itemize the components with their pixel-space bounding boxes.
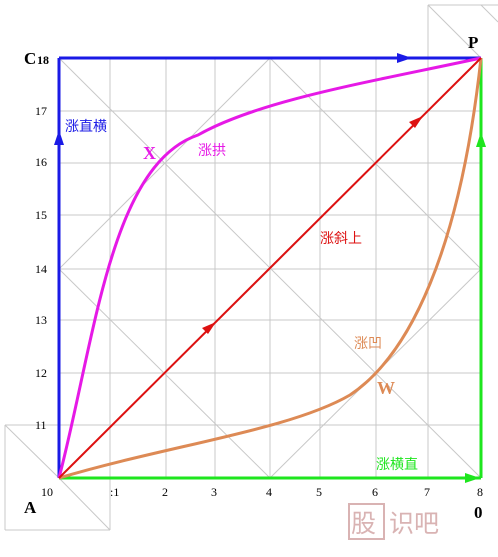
x-tick: 8 — [477, 485, 483, 499]
x-tick: :1 — [110, 485, 119, 499]
x-axis-ticks: 10 :1 2 3 4 5 6 7 8 — [41, 485, 483, 499]
green-right-arrow — [465, 473, 480, 483]
red-path-label: 涨斜上 — [320, 231, 362, 247]
x-tick: 7 — [424, 485, 430, 499]
magenta-curve — [57, 56, 482, 479]
x-tick: 3 — [211, 485, 217, 499]
y-tick: 16 — [35, 155, 47, 169]
watermark-text: 识吧 — [389, 509, 439, 538]
y-tick: 17 — [35, 104, 47, 118]
blue-path — [54, 53, 481, 478]
green-up-arrow — [476, 132, 486, 147]
y-tick: 13 — [35, 313, 47, 327]
y-axis-ticks: 11 12 13 14 15 16 17 — [35, 104, 47, 432]
watermark-char: 股 — [351, 509, 376, 538]
magenta-path-label: 涨拱 — [198, 143, 226, 159]
green-path-label: 涨横直 — [376, 456, 418, 473]
y-tick: 12 — [35, 366, 47, 380]
x-tick: 10 — [41, 485, 53, 499]
x-tick: 2 — [162, 485, 168, 499]
point-label-x: X — [143, 143, 156, 163]
y-tick: 11 — [35, 418, 47, 432]
y-tick: 15 — [35, 208, 47, 222]
point-label-w: W — [377, 378, 395, 398]
corner-label-p: P — [468, 33, 478, 52]
red-arrow-lower — [202, 322, 216, 334]
x-tick: 4 — [266, 485, 272, 499]
x-tick: 6 — [372, 485, 378, 499]
green-path — [59, 58, 486, 483]
orange-curve — [58, 57, 483, 480]
watermark: 股 识吧 — [348, 503, 439, 540]
watermark-box — [348, 503, 385, 540]
y-tick: 14 — [35, 262, 47, 276]
x-tick: 5 — [316, 485, 322, 499]
blue-path-label: 涨直横 — [65, 118, 107, 135]
corner-label-a: A — [24, 498, 37, 517]
corner-label-zero: 0 — [474, 503, 483, 522]
red-path — [58, 57, 482, 479]
blue-right-arrow — [397, 53, 412, 63]
grid — [4, 4, 498, 531]
orange-path-label: 涨凹 — [354, 336, 382, 352]
corner-label-c: C — [24, 49, 36, 68]
blue-up-arrow — [54, 130, 64, 145]
corner-value-c: 18 — [37, 53, 49, 67]
red-arrow-upper — [409, 116, 423, 128]
